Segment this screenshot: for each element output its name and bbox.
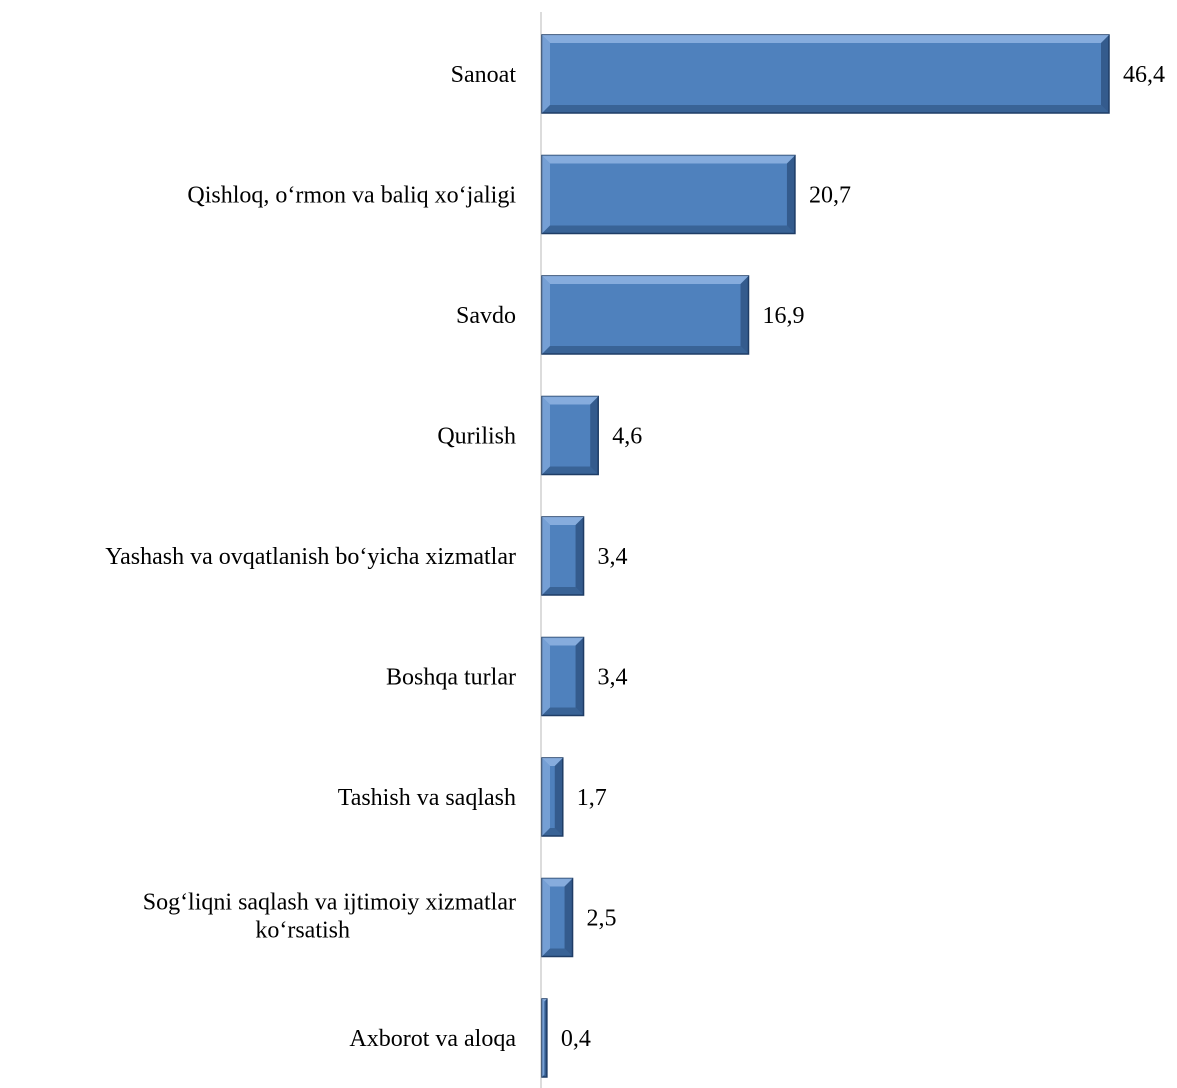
bar: [541, 395, 599, 476]
category-label: Tashish va saqlash: [338, 785, 516, 811]
value-label: 20,7: [809, 183, 851, 209]
bar: [541, 998, 548, 1078]
bar: [541, 757, 564, 837]
category-label: Boshqa turlar: [386, 665, 516, 691]
bar: [541, 154, 796, 235]
value-label: 2,5: [587, 906, 617, 932]
value-label: 1,7: [577, 785, 607, 811]
bar: [541, 877, 574, 958]
value-label: 3,4: [598, 544, 628, 570]
category-label: Sanoat: [451, 62, 517, 88]
bars-group: [541, 34, 1110, 1078]
bar: [541, 275, 750, 355]
labels-group: 46,4 Sanoat 20,7 Qishloq, o‘rmon va baliq x…: [105, 62, 1165, 1052]
value-label: 16,9: [763, 303, 805, 329]
bar: [541, 516, 585, 596]
bar: [541, 636, 585, 717]
bar: [541, 34, 1110, 114]
category-label: Qurilish: [437, 424, 516, 450]
category-label: Qishloq, o‘rmon va baliq xo‘jaligi: [187, 183, 516, 209]
value-label: 4,6: [612, 424, 642, 450]
category-label-line: ko‘rsatish: [255, 918, 350, 944]
value-label: 46,4: [1123, 62, 1165, 88]
category-label-line: Sog‘liqni saqlash va ijtimoiy xizmatlar: [143, 890, 516, 916]
category-label: Sog‘liqni saqlash va ijtimoiy xizmatlar k…: [143, 890, 516, 944]
category-label: Axborot va aloqa: [349, 1026, 516, 1052]
category-label: Yashash va ovqatlanish bo‘yicha xizmatla…: [105, 544, 516, 570]
value-label: 3,4: [598, 665, 628, 691]
value-label: 0,4: [561, 1026, 591, 1052]
category-label: Savdo: [456, 303, 516, 329]
